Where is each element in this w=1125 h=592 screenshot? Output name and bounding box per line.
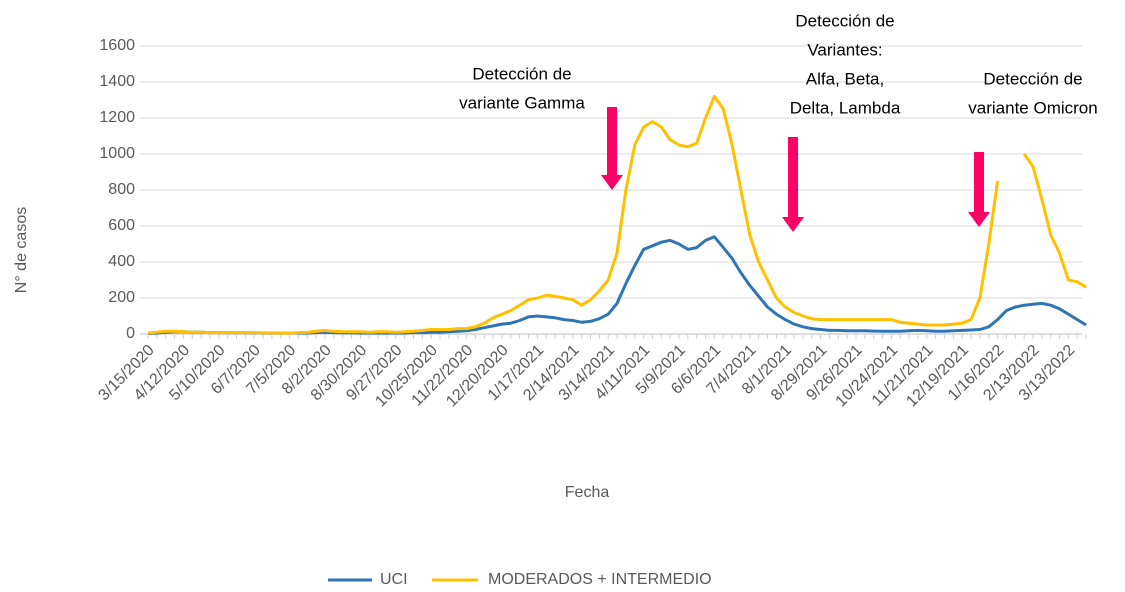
annotation: variante Omicron [968, 98, 1097, 117]
y-tick-label: 400 [108, 253, 135, 270]
y-tick-label: 1600 [99, 37, 135, 54]
series-line [147, 94, 1087, 335]
annotation: Detección de [795, 11, 894, 30]
arrow-head [968, 212, 990, 227]
y-tick-label: 600 [108, 217, 135, 234]
arrow-shaft [788, 137, 798, 218]
y-tick-label: 200 [108, 289, 135, 306]
arrow-head [782, 217, 804, 232]
y-tick-label: 1000 [99, 145, 135, 162]
arrow-shaft [607, 107, 617, 176]
annotation: variante Gamma [459, 93, 585, 112]
arrow-head [601, 175, 623, 190]
legend-label: UCI [380, 571, 408, 588]
y-tick-label: 1400 [99, 73, 135, 90]
y-tick-label: 800 [108, 181, 135, 198]
annotation: Alfa, Beta, [806, 69, 884, 88]
annotation: Detección de [983, 69, 1082, 88]
legend-label: MODERADOS + INTERMEDIO [488, 571, 712, 588]
annotation: Detección de [472, 64, 571, 83]
arrow-shaft [974, 152, 984, 213]
x-axis-label: Fecha [565, 484, 610, 501]
annotation: Variantes: [807, 40, 882, 59]
annotation: Delta, Lambda [790, 98, 901, 117]
y-tick-label: 0 [126, 325, 135, 342]
y-axis-label: N° de casos [13, 207, 30, 293]
y-tick-label: 1200 [99, 109, 135, 126]
